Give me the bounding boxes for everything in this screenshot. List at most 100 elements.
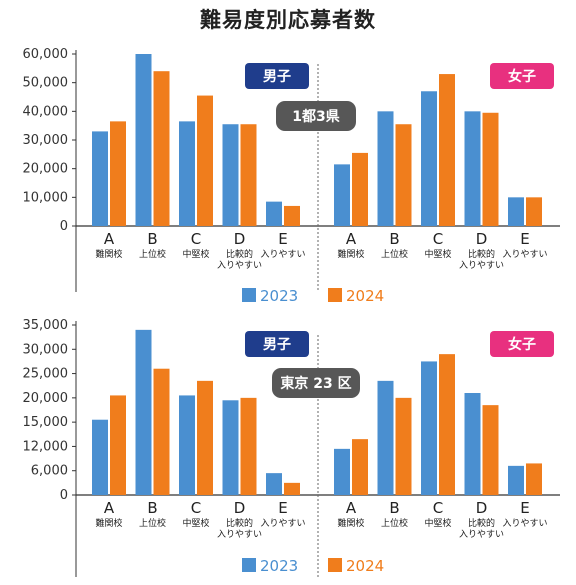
male-badge-label: 男子 — [263, 69, 291, 85]
x-category-label: E — [278, 230, 287, 248]
y-tick-label: 30,000 — [23, 133, 69, 148]
x-category-label: A — [104, 499, 115, 517]
bar-2024-male-D — [240, 397, 257, 495]
female-badge — [490, 331, 554, 357]
x-category-sublabel: 比較的 — [226, 248, 253, 260]
bar-2023-male-E — [266, 201, 282, 226]
bar-2023-female-E — [508, 465, 524, 495]
x-category-sublabel: 比較的 — [468, 517, 495, 529]
x-category-sublabel: 入りやすい — [260, 249, 305, 260]
x-category-sublabel: 難関校 — [95, 248, 122, 260]
x-category-sublabel: 入りやすい — [459, 260, 504, 271]
bar-2024-male-C — [197, 380, 213, 495]
x-category-sublabel: 難関校 — [337, 248, 364, 260]
x-category-sublabel: 中堅校 — [424, 517, 451, 529]
bar-2024-female-A — [352, 152, 368, 226]
legend-swatch-2023 — [242, 288, 256, 302]
y-tick-label: 40,000 — [23, 104, 69, 119]
x-category-label: D — [476, 230, 488, 248]
x-category-label: D — [476, 499, 488, 517]
x-category-sublabel: 上位校 — [139, 517, 166, 529]
legend-label-2023: 2023 — [260, 557, 298, 575]
x-category-sublabel: 難関校 — [95, 517, 122, 529]
bar-2024-male-A — [110, 395, 126, 495]
x-category-label: B — [389, 230, 399, 248]
region-badge-label: 東京 23 区 — [280, 375, 351, 392]
bar-2023-female-D — [464, 393, 481, 495]
bar-2023-male-E — [266, 473, 282, 495]
bar-2023-male-B — [135, 329, 152, 495]
chart-panel-top: 010,00020,00030,00040,00050,00060,000A難関… — [23, 47, 560, 302]
bar-2024-male-A — [110, 121, 126, 226]
bar-2024-female-E — [526, 463, 542, 495]
x-category-sublabel: 入りやすい — [217, 260, 262, 271]
bar-2024-female-B — [395, 124, 412, 226]
bar-2024-male-C — [197, 95, 213, 226]
male-badge — [245, 331, 309, 357]
x-category-label: E — [278, 499, 287, 517]
bar-2023-female-A — [334, 448, 350, 495]
bar-2023-male-A — [92, 419, 108, 495]
bar-2024-female-A — [352, 439, 368, 495]
x-category-sublabel: 入りやすい — [502, 518, 547, 529]
chart-panel-bottom: 0 6,000 12,000 15,000 20,000 25,000 30,000 35,0… — [23, 318, 560, 577]
bar-2024-female-C — [439, 354, 455, 495]
bar-2024-male-E — [284, 205, 300, 226]
x-category-sublabel: 入りやすい — [502, 249, 547, 260]
y-tick-label: 30,000 — [23, 342, 69, 357]
y-tick-label: 25,000 — [23, 367, 69, 382]
x-category-sublabel: 中堅校 — [424, 248, 451, 260]
x-category-sublabel: 比較的 — [468, 248, 495, 260]
x-category-sublabel: 上位校 — [381, 248, 408, 260]
female-badge-label: 女子 — [508, 68, 536, 85]
legend-swatch-2024 — [328, 558, 342, 572]
male-badge — [245, 63, 309, 89]
x-category-sublabel: 中堅校 — [182, 248, 209, 260]
x-category-label: C — [191, 499, 201, 517]
bar-2024-male-D — [240, 124, 257, 226]
x-category-sublabel: 比較的 — [226, 517, 253, 529]
bar-2023-male-D — [222, 124, 239, 226]
bar-2023-female-C — [421, 91, 437, 226]
bar-2024-male-B — [153, 368, 170, 495]
x-category-sublabel: 上位校 — [139, 248, 166, 260]
x-category-label: D — [234, 230, 246, 248]
y-tick-label: 50,000 — [23, 76, 69, 91]
region-badge — [272, 368, 360, 398]
bar-2023-male-C — [179, 395, 195, 495]
y-tick-label: 10,000 — [23, 190, 69, 205]
region-badge — [276, 101, 356, 131]
x-category-sublabel: 入りやすい — [459, 529, 504, 540]
y-tick-label: 12,000 — [23, 439, 69, 454]
bar-2023-male-D — [222, 400, 239, 495]
x-category-label: E — [520, 499, 529, 517]
x-category-label: C — [433, 499, 443, 517]
x-category-sublabel: 中堅校 — [182, 517, 209, 529]
y-tick-label: 0 — [60, 219, 68, 234]
bar-2023-female-B — [377, 111, 394, 226]
bar-2023-female-E — [508, 197, 524, 226]
x-category-sublabel: 入りやすい — [217, 529, 262, 540]
y-tick-label: 0 — [60, 488, 68, 503]
legend-label-2024: 2024 — [346, 557, 384, 575]
x-category-sublabel: 上位校 — [381, 517, 408, 529]
y-tick-label: 15,000 — [23, 415, 69, 430]
bar-2023-female-B — [377, 380, 394, 495]
x-category-label: D — [234, 499, 246, 517]
legend-label-2024: 2024 — [346, 287, 384, 302]
chart-title: 難易度別応募者数 — [200, 8, 376, 32]
x-category-label: A — [104, 230, 115, 248]
x-category-label: B — [147, 230, 157, 248]
bar-2023-male-A — [92, 131, 108, 226]
legend-label-2023: 2023 — [260, 287, 298, 302]
x-category-label: A — [346, 230, 357, 248]
legend-swatch-2024 — [328, 288, 342, 302]
y-tick-label: 60,000 — [23, 47, 69, 62]
bar-2023-male-B — [135, 54, 152, 226]
female-badge — [490, 63, 554, 89]
bar-2023-female-A — [334, 164, 350, 226]
bar-2023-female-D — [464, 111, 481, 226]
x-category-label: B — [147, 499, 157, 517]
bar-2024-male-B — [153, 71, 170, 226]
y-tick-label: 20,000 — [23, 391, 69, 406]
